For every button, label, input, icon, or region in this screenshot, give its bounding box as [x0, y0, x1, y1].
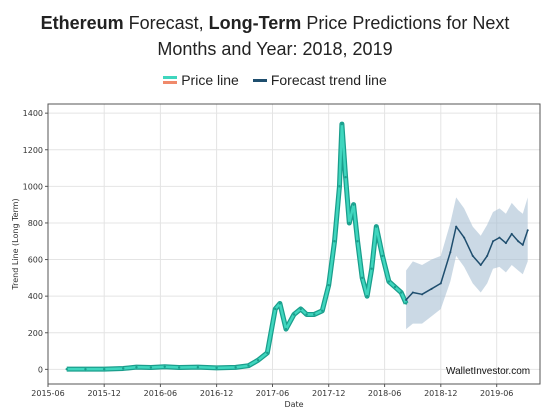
price-point	[149, 366, 153, 369]
x-tick-label: 2017-12	[312, 389, 345, 398]
price-point	[177, 366, 181, 369]
forecast-point	[449, 251, 452, 254]
legend-label-forecast: Forecast trend line	[270, 72, 387, 88]
y-tick-label: 200	[28, 329, 43, 338]
y-tick-label: 0	[38, 365, 43, 374]
title-line-1: Ethereum Forecast, Long-Term Price Predi…	[0, 10, 550, 36]
x-tick-label: 2017-06	[256, 389, 289, 398]
price-point	[321, 309, 324, 312]
price-point	[292, 313, 296, 316]
price-point	[375, 225, 378, 228]
price-point	[387, 280, 391, 283]
forecast-point	[492, 240, 495, 243]
price-point	[274, 307, 277, 311]
forecast-point	[486, 254, 489, 257]
x-tick-label: 2018-12	[424, 389, 457, 398]
price-point	[103, 367, 106, 371]
x-axis-label: Date	[284, 400, 303, 409]
legend-label-price: Price line	[181, 72, 239, 88]
forecast-point	[526, 229, 529, 232]
price-point	[344, 176, 347, 179]
price-point	[399, 291, 403, 294]
chart-title: Ethereum Forecast, Long-Term Price Predi…	[0, 10, 550, 62]
title-line-2: Months and Year: 2018, 2019	[157, 39, 393, 59]
price-point	[256, 359, 260, 362]
price-point	[234, 366, 237, 369]
price-point	[327, 283, 330, 287]
price-point	[348, 221, 351, 225]
title-part-predictions: Price Predictions for Next	[301, 13, 510, 33]
forecast-point	[439, 282, 442, 285]
plot-frame	[47, 103, 541, 385]
price-point	[305, 313, 308, 316]
forecast-line-swatch	[252, 78, 267, 82]
forecast-point	[498, 236, 501, 239]
price-point	[360, 276, 364, 280]
price-point	[278, 302, 282, 305]
legend-item-forecast: Forecast trend line	[252, 72, 387, 88]
legend-item-price: Price line	[163, 72, 239, 88]
x-tick-label: 2019-06	[480, 389, 513, 398]
price-point	[215, 366, 218, 370]
forecast-point	[504, 242, 507, 245]
x-tick-label: 2016-12	[200, 389, 233, 398]
watermark-text: WalletInvestor.com	[446, 366, 531, 377]
y-axis-label: Trend Line (Long Term)	[11, 198, 20, 290]
price-point	[381, 254, 384, 258]
price-point	[338, 185, 341, 188]
forecast-point	[471, 254, 474, 257]
forecast-point	[463, 236, 466, 239]
price-line-swatch	[163, 76, 178, 84]
title-part-ethereum: Ethereum	[40, 13, 124, 33]
y-tick-label: 600	[28, 256, 43, 265]
y-tick-label: 1000	[23, 182, 43, 191]
forecast-point	[411, 291, 414, 294]
price-point	[163, 365, 166, 368]
forecast-point	[421, 293, 424, 296]
y-tick-label: 1400	[23, 109, 43, 118]
price-point	[404, 302, 408, 305]
price-point	[365, 294, 369, 298]
price-point	[313, 313, 316, 316]
x-tick-label: 2015-06	[31, 389, 64, 398]
price-point	[284, 327, 288, 331]
chart-legend: Price line Forecast trend line	[0, 72, 550, 88]
price-point	[84, 367, 87, 371]
x-tick-label: 2018-06	[368, 389, 401, 398]
price-point	[266, 351, 269, 355]
price-point	[247, 364, 250, 367]
x-tick-label: 2015-12	[87, 389, 120, 398]
forecast-line	[405, 225, 529, 301]
title-part-forecast: Forecast,	[123, 13, 209, 33]
price-point	[196, 365, 200, 369]
title-part-long-term: Long-Term	[208, 13, 302, 33]
x-tick-label: 2016-06	[144, 389, 177, 398]
forecast-point	[430, 287, 433, 290]
forecast-point	[510, 232, 513, 235]
price-point	[352, 203, 355, 206]
price-point	[65, 367, 68, 371]
forecast-point	[517, 240, 520, 243]
price-point	[299, 307, 302, 311]
forecast-confidence-band	[406, 197, 528, 330]
price-point	[393, 285, 397, 289]
forecast-point	[405, 298, 408, 301]
forecast-point	[455, 225, 458, 228]
y-tick-label: 400	[28, 292, 43, 301]
y-tick-label: 800	[28, 219, 43, 228]
forecast-point	[521, 243, 524, 246]
price-point	[333, 240, 336, 243]
price-point	[135, 365, 138, 369]
price-point	[356, 240, 359, 243]
y-tick-label: 1200	[23, 146, 43, 155]
price-point	[370, 267, 373, 270]
price-point	[340, 122, 344, 126]
forecast-point	[479, 264, 482, 267]
price-point	[122, 367, 125, 370]
